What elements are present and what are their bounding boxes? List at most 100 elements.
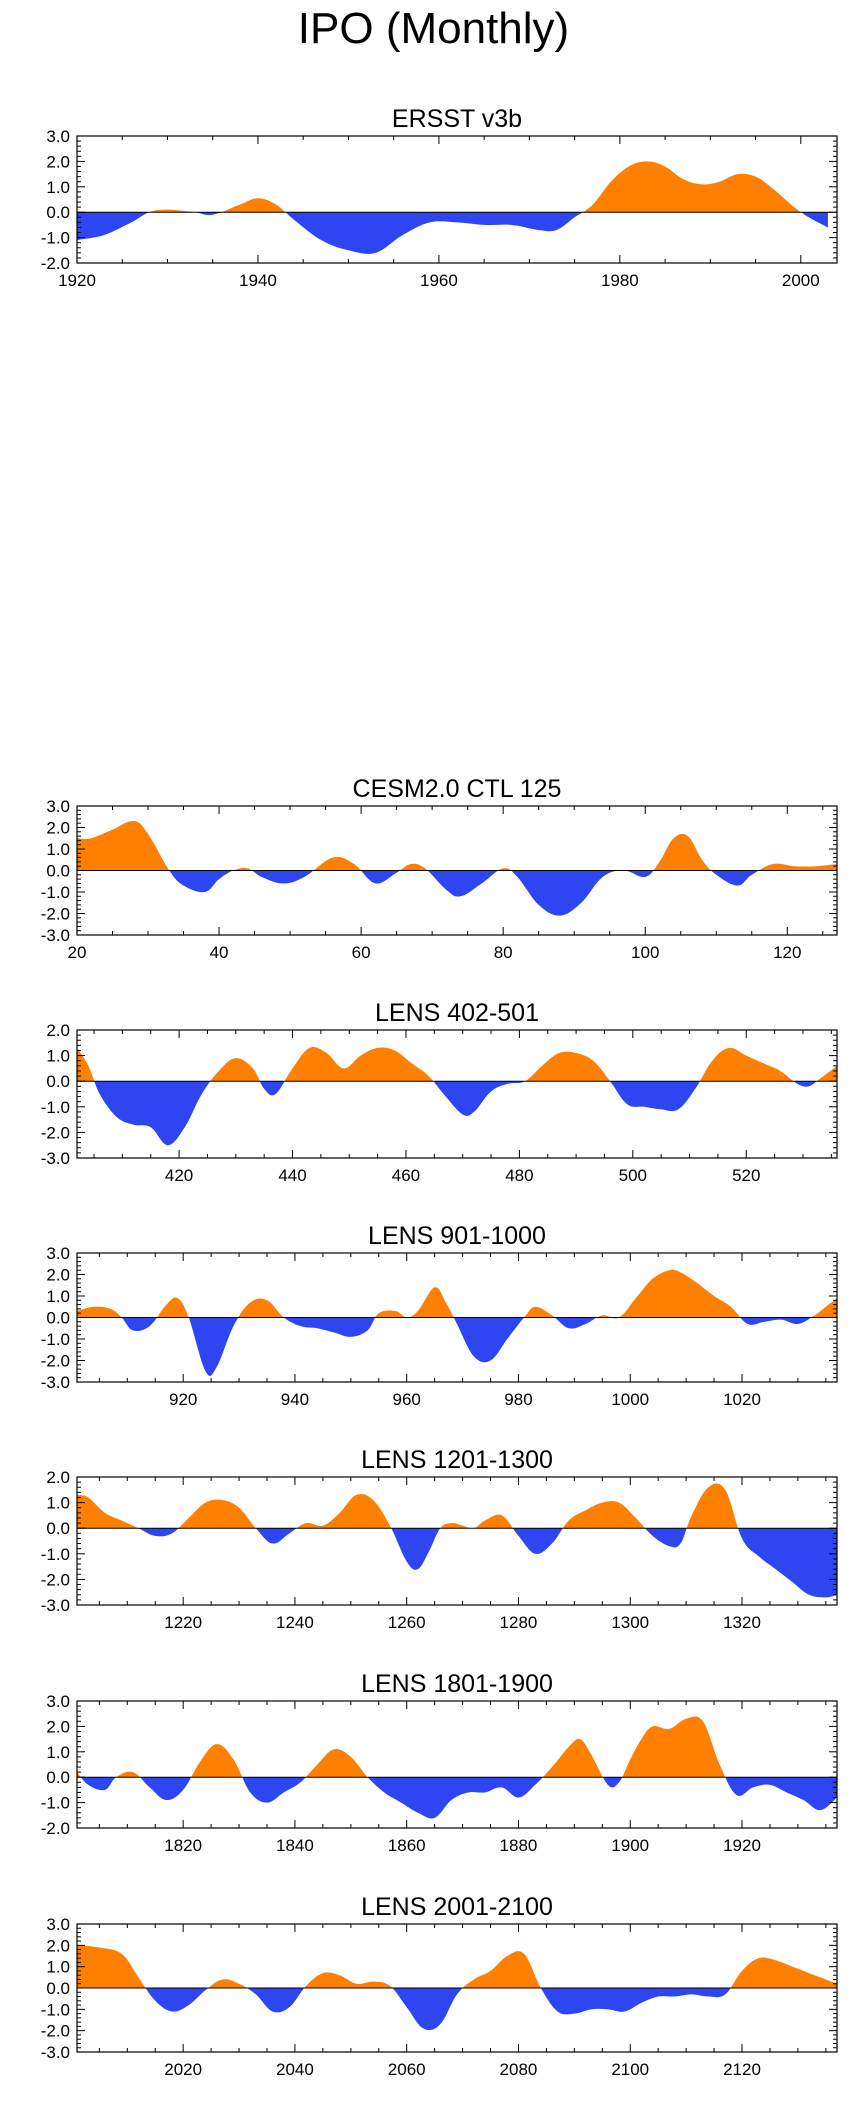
y-tick-label: -2.0	[41, 1819, 70, 1838]
x-tick-label: 40	[210, 943, 229, 962]
x-tick-label: 940	[281, 1390, 309, 1409]
negative-area	[77, 1777, 837, 1819]
x-tick-label: 1880	[500, 1836, 538, 1855]
positive-area	[149, 161, 801, 213]
y-tick-label: -1.0	[41, 1794, 70, 1813]
y-tick-label: -1.0	[41, 1098, 70, 1117]
x-tick-label: 2120	[723, 2060, 761, 2079]
negative-area	[77, 870, 837, 916]
y-tick-label: 1.0	[46, 840, 70, 859]
y-tick-label: -2.0	[41, 1123, 70, 1142]
panel-3: -3.0 -2.0 -1.0 0.0 1.0 2.0 420 440 460 480 500 520 L…	[41, 999, 838, 1185]
positive-area	[77, 1047, 837, 1082]
plot-frame	[76, 1029, 838, 1159]
negative-area	[77, 1317, 837, 1376]
y-tick-label: 3.0	[46, 1244, 70, 1263]
y-tick-label: -2.0	[41, 2022, 70, 2041]
negative-area	[77, 1988, 837, 2031]
x-tick-label: 500	[619, 1166, 647, 1185]
x-tick-label: 2020	[164, 2060, 202, 2079]
y-tick-label: -2.0	[41, 1570, 70, 1589]
y-tick-label: 0.0	[46, 1979, 70, 1998]
panel-1: -2.0 -1.0 0.0 1.0 2.0 3.0 1920 1940 1960 1980 2000…	[41, 105, 838, 290]
negative-area	[77, 1528, 837, 1598]
negative-area	[77, 212, 828, 254]
y-tick-label: 0.0	[46, 203, 70, 222]
y-tick-label: 1.0	[46, 1743, 70, 1762]
y-tick-label: 3.0	[46, 1915, 70, 1934]
x-tick-label: 480	[505, 1166, 533, 1185]
x-tick-label: 420	[165, 1166, 193, 1185]
x-tick-label: 1260	[388, 1613, 426, 1632]
x-tick-label: 2060	[388, 2060, 426, 2079]
y-tick-label: 1.0	[46, 1494, 70, 1513]
x-tick-label: 2040	[276, 2060, 314, 2079]
y-tick-label: 3.0	[46, 127, 70, 146]
x-tick-label: 980	[504, 1390, 532, 1409]
x-tick-label: 1920	[723, 1836, 761, 1855]
x-tick-label: 1300	[611, 1613, 649, 1632]
x-tick-label: 60	[352, 943, 371, 962]
y-tick-label: -2.0	[41, 254, 70, 273]
y-tick-label: 3.0	[46, 1692, 70, 1711]
plot-frame	[76, 1700, 838, 1829]
x-tick-label: 1980	[601, 271, 639, 290]
y-tick-label: -3.0	[41, 926, 70, 945]
x-tick-label: 2000	[782, 271, 820, 290]
x-tick-label: 1840	[276, 1836, 314, 1855]
x-tick-label: 2100	[611, 2060, 649, 2079]
x-tick-label: 1320	[723, 1613, 761, 1632]
x-tick-label: 920	[169, 1390, 197, 1409]
x-tick-label: 120	[773, 943, 801, 962]
y-tick-label: 1.0	[46, 1958, 70, 1977]
y-tick-label: 2.0	[46, 1021, 70, 1040]
y-tick-label: -2.0	[41, 905, 70, 924]
panel-6: -2.0 -1.0 0.0 1.0 2.0 3.0 1820 1840 1860 1880 1900…	[41, 1670, 838, 1855]
x-tick-label: 520	[732, 1166, 760, 1185]
positive-area	[77, 1269, 837, 1318]
x-tick-label: 1900	[611, 1836, 649, 1855]
positive-area	[77, 1945, 837, 1988]
y-tick-label: -3.0	[41, 2043, 70, 2062]
x-tick-label: 1220	[164, 1613, 202, 1632]
y-tick-label: 2.0	[46, 152, 70, 171]
x-tick-label: 1280	[500, 1613, 538, 1632]
x-tick-label: 1240	[276, 1613, 314, 1632]
panel-title: LENS 1801-1900	[361, 1670, 553, 1698]
panel-7: -3.0 -2.0 -1.0 0.0 1.0 2.0 3.0 2020 2040 2060 2080…	[41, 1893, 838, 2079]
y-tick-label: -3.0	[41, 1149, 70, 1168]
y-tick-label: -1.0	[41, 1545, 70, 1564]
y-tick-label: 1.0	[46, 178, 70, 197]
x-tick-label: 460	[392, 1166, 420, 1185]
x-tick-label: 440	[278, 1166, 306, 1185]
positive-area	[77, 821, 837, 871]
x-tick-label: 80	[494, 943, 513, 962]
x-tick-label: 960	[393, 1390, 421, 1409]
y-tick-label: 0.0	[46, 1768, 70, 1787]
x-tick-label: 1960	[420, 271, 458, 290]
panel-4: -3.0 -2.0 -1.0 0.0 1.0 2.0 3.0 920 940 960 980 1000…	[41, 1222, 838, 1409]
y-tick-label: 0.0	[46, 1309, 70, 1328]
panel-title: LENS 402-501	[375, 999, 539, 1027]
y-tick-label: 2.0	[46, 1936, 70, 1955]
y-tick-label: 1.0	[46, 1287, 70, 1306]
x-tick-label: 1860	[388, 1836, 426, 1855]
x-tick-label: 2080	[500, 2060, 538, 2079]
y-tick-label: -1.0	[41, 2000, 70, 2019]
x-tick-label: 1820	[164, 1836, 202, 1855]
y-tick-label: 3.0	[46, 797, 70, 816]
y-tick-label: 1.0	[46, 1047, 70, 1066]
panel-title: CESM2.0 CTL 125	[353, 775, 562, 803]
y-tick-label: 2.0	[46, 1717, 70, 1736]
negative-area	[77, 1081, 837, 1146]
panel-title: LENS 1201-1300	[361, 1446, 553, 1474]
y-tick-label: 0.0	[46, 1519, 70, 1538]
y-tick-label: -1.0	[41, 1330, 70, 1349]
x-tick-label: 1020	[723, 1390, 761, 1409]
y-tick-label: 2.0	[46, 1468, 70, 1487]
x-tick-label: 1920	[58, 271, 96, 290]
panel-title: LENS 901-1000	[368, 1222, 546, 1250]
y-tick-label: -1.0	[41, 229, 70, 248]
y-tick-label: 0.0	[46, 862, 70, 881]
